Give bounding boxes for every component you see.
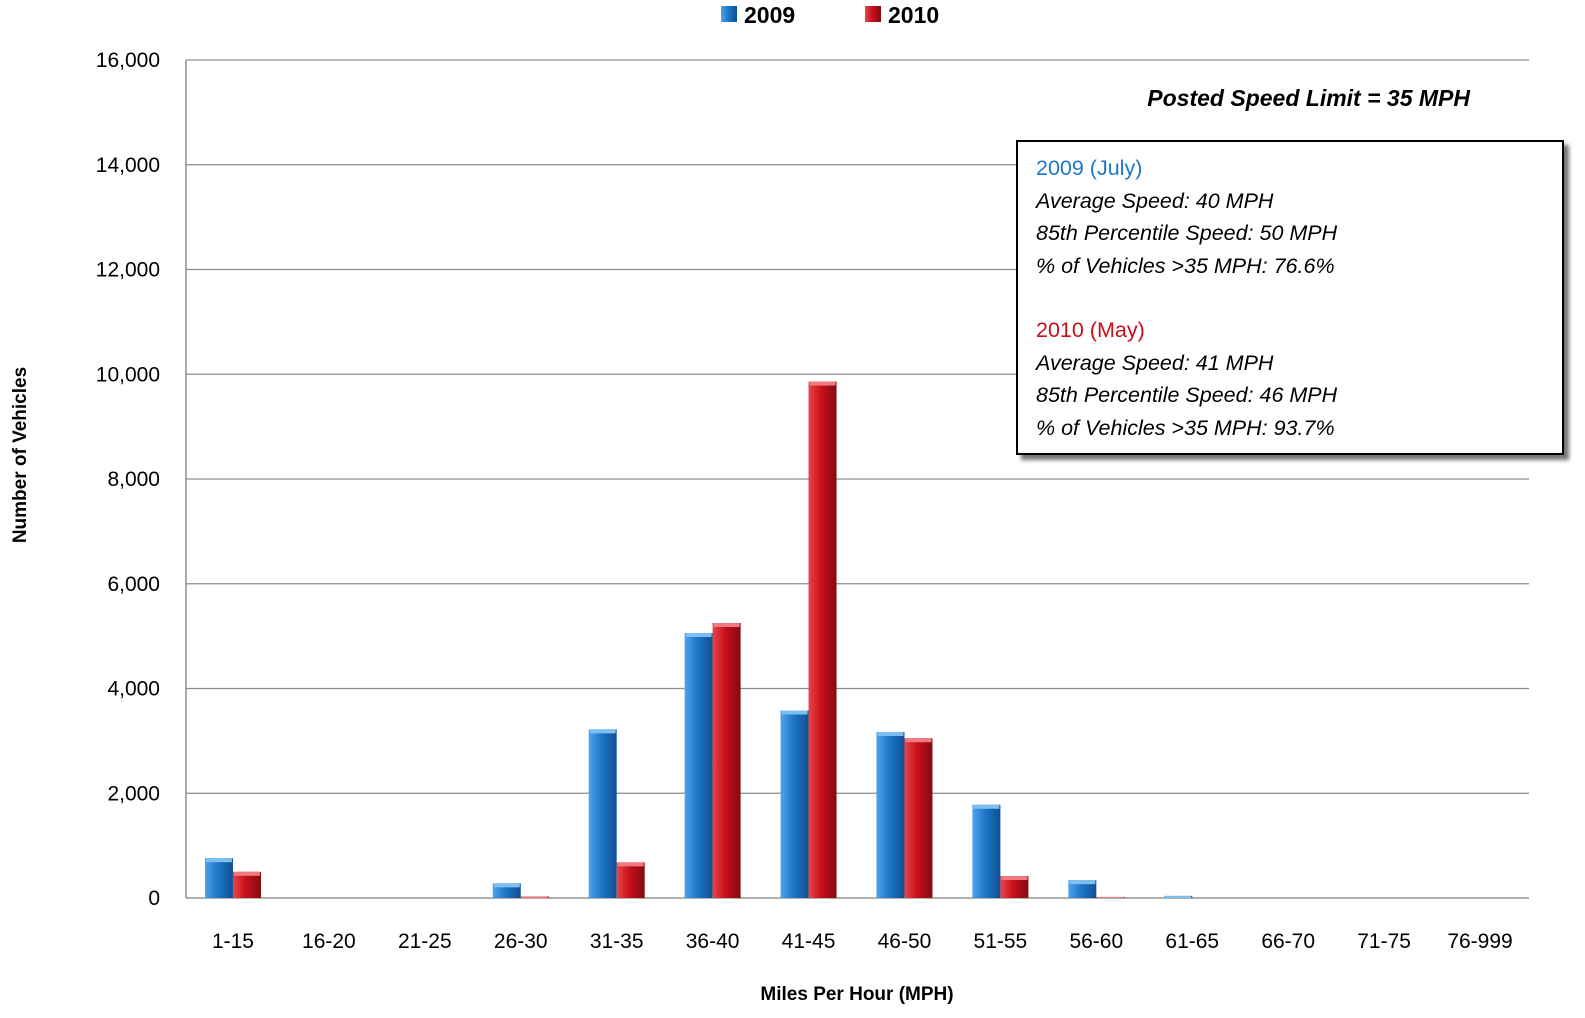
x-tick-label: 61-65 — [1165, 930, 1219, 953]
legend-label-2009: 2009 — [744, 2, 795, 28]
x-tick-label: 66-70 — [1261, 930, 1315, 953]
stats-2009-header: 2009 (July) — [1036, 156, 1143, 180]
bar-2009-36-40 — [684, 632, 713, 898]
bars — [204, 381, 1193, 898]
bar-cap-2010-36-40 — [713, 623, 740, 628]
bar-cap-2010-56-60 — [1097, 896, 1124, 898]
stats-2010-header: 2010 (May) — [1036, 318, 1145, 342]
bar-2009-31-35 — [588, 729, 617, 898]
legend-swatch-2010 — [865, 6, 881, 22]
y-tick-label: 2,000 — [107, 782, 160, 805]
y-axis-title: Number of Vehicles — [10, 367, 31, 543]
bar-2009-1-15 — [204, 858, 233, 898]
bar-2010-41-45 — [808, 381, 837, 898]
x-tick-label: 41-45 — [782, 930, 836, 953]
x-tick-label: 16-20 — [302, 930, 356, 953]
stats-2010-average: Average Speed: 41 MPH — [1036, 350, 1274, 375]
bar-cap-2009-41-45 — [781, 710, 808, 715]
x-tick-label: 76-999 — [1447, 930, 1512, 953]
x-tick-label: 31-35 — [590, 930, 644, 953]
speed-limit-note: Posted Speed Limit = 35 MPH — [1147, 85, 1470, 111]
x-tick-label: 71-75 — [1357, 930, 1411, 953]
bar-2010-36-40 — [712, 623, 741, 898]
y-tick-labels: 0 2,000 4,000 6,000 8,000 10,000 12,000 14,000 1… — [96, 49, 160, 910]
bar-2010-51-55 — [1000, 876, 1029, 898]
stats-2009-percent: % of Vehicles >35 MPH: 76.6% — [1036, 253, 1335, 278]
stats-2010-85th: 85th Percentile Speed: 46 MPH — [1036, 383, 1338, 407]
bar-cap-2010-31-35 — [617, 862, 644, 867]
bar-cap-2010-41-45 — [809, 381, 836, 386]
bar-2009-56-60 — [1068, 880, 1097, 898]
y-tick-label: 10,000 — [96, 363, 160, 386]
stats-2010-percent: % of Vehicles >35 MPH: 93.7% — [1036, 415, 1335, 440]
x-tick-label: 26-30 — [494, 930, 548, 953]
bar-cap-2009-31-35 — [589, 729, 616, 734]
bar-cap-2010-51-55 — [1001, 876, 1028, 881]
y-tick-label: 6,000 — [107, 573, 160, 596]
bar-cap-2009-61-65 — [1165, 895, 1192, 898]
bar-2009-41-45 — [780, 710, 809, 898]
bar-cap-2010-46-50 — [905, 738, 932, 743]
bar-2009-46-50 — [876, 731, 905, 898]
x-tick-label: 56-60 — [1069, 930, 1123, 953]
x-tick-label: 46-50 — [878, 930, 932, 953]
y-tick-label: 12,000 — [96, 259, 160, 282]
speed-stats-box: 2009 (July) Average Speed: 40 MPH 85th P… — [1016, 140, 1564, 455]
x-tick-label: 51-55 — [974, 930, 1028, 953]
bar-2010-46-50 — [904, 738, 933, 898]
bar-cap-2009-46-50 — [877, 731, 904, 736]
bar-cap-2010-1-15 — [233, 871, 260, 876]
bar-cap-2009-1-15 — [205, 858, 232, 863]
y-tick-label: 16,000 — [96, 49, 160, 72]
legend: 2009 2010 — [721, 2, 939, 28]
legend-swatch-2009 — [721, 6, 737, 22]
x-tick-label: 1-15 — [212, 930, 254, 953]
bar-cap-2009-56-60 — [1069, 880, 1096, 885]
y-tick-label: 0 — [148, 887, 160, 910]
bar-2010-1-15 — [232, 871, 261, 898]
stats-2009-85th: 85th Percentile Speed: 50 MPH — [1036, 221, 1338, 245]
x-axis-title: Miles Per Hour (MPH) — [760, 984, 953, 1005]
y-tick-label: 8,000 — [107, 468, 160, 491]
bar-cap-2010-26-30 — [521, 896, 548, 898]
y-tick-label: 14,000 — [96, 154, 160, 177]
x-tick-labels: 1-15 16-20 21-25 26-30 31-35 36-40 41-45 46-50 5… — [212, 930, 1513, 953]
bar-2010-31-35 — [616, 862, 645, 898]
bar-cap-2009-51-55 — [973, 804, 1000, 809]
x-tick-label: 21-25 — [398, 930, 452, 953]
bar-cap-2009-36-40 — [685, 632, 712, 637]
bar-cap-2009-26-30 — [493, 883, 520, 888]
y-tick-label: 4,000 — [107, 678, 160, 701]
bar-2009-51-55 — [972, 804, 1001, 898]
x-tick-label: 36-40 — [686, 930, 740, 953]
legend-label-2010: 2010 — [888, 2, 939, 28]
stats-2009-average: Average Speed: 40 MPH — [1036, 188, 1274, 213]
